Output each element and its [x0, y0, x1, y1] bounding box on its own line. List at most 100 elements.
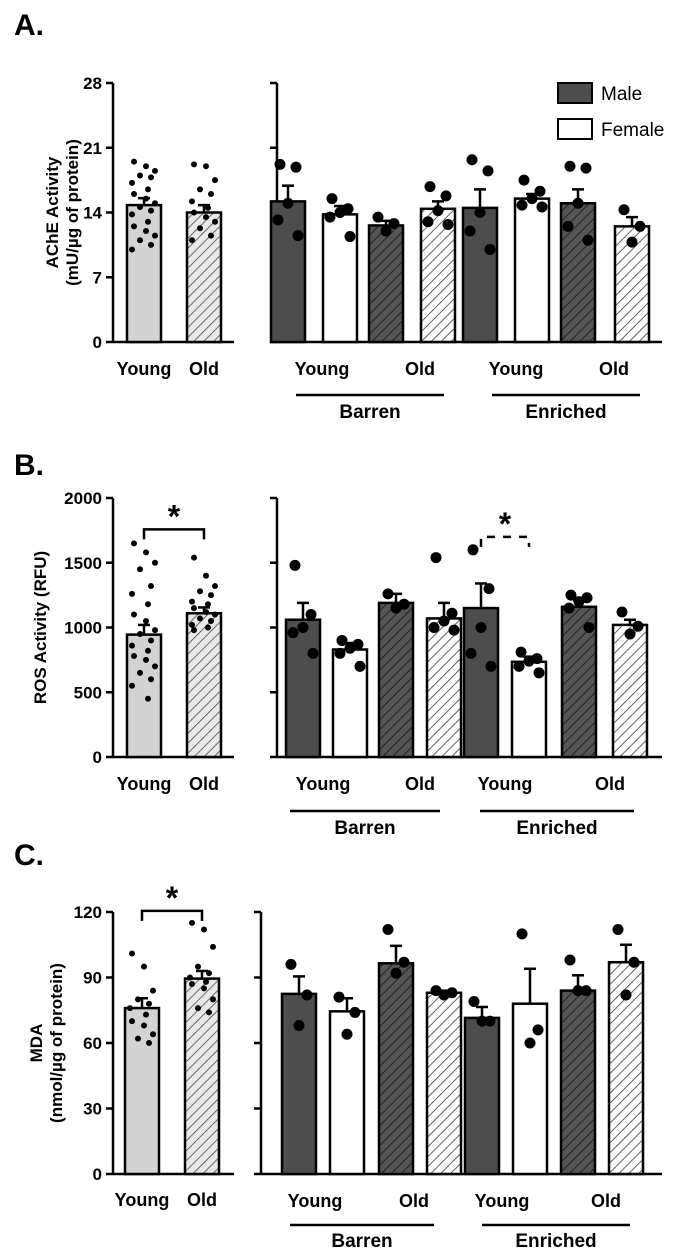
- data-point: [137, 237, 143, 244]
- significance-bracket: [140, 909, 204, 921]
- group-label: Enriched: [525, 402, 606, 423]
- significance-bracket: [142, 528, 206, 540]
- data-point: [430, 552, 442, 564]
- data-point: [632, 620, 644, 632]
- data-point: [624, 628, 636, 640]
- significance-star: *: [499, 506, 512, 542]
- data-point: [135, 996, 141, 1003]
- significance-star: *: [166, 880, 179, 916]
- bar-old: [185, 211, 223, 344]
- data-point: [148, 207, 154, 214]
- data-point: [146, 1040, 152, 1046]
- y-axis-label: MDA: [27, 1024, 46, 1063]
- data-point: [131, 611, 137, 618]
- data-point: [428, 622, 440, 633]
- data-point: [382, 923, 394, 935]
- data-point: [513, 660, 525, 672]
- data-point: [208, 232, 214, 239]
- data-point: [442, 219, 454, 231]
- bar-barren-old-male: [377, 601, 415, 759]
- x-tick-label: Young: [478, 774, 533, 794]
- data-point: [208, 191, 214, 197]
- data-point: [191, 605, 197, 612]
- data-point: [334, 207, 346, 218]
- data-point: [146, 1000, 152, 1007]
- data-point: [536, 201, 548, 213]
- data-point: [534, 185, 546, 197]
- data-point: [201, 926, 207, 933]
- data-point: [475, 622, 487, 633]
- data-point: [137, 203, 143, 210]
- y-tick-label: 1500: [64, 554, 102, 573]
- data-point: [152, 200, 158, 207]
- x-tick-label: Old: [405, 774, 435, 794]
- data-point: [189, 981, 195, 988]
- data-point: [476, 1015, 488, 1027]
- data-point: [424, 181, 436, 193]
- data-point: [143, 1011, 149, 1018]
- data-point: [564, 160, 576, 172]
- legend-label-male: Male: [601, 84, 642, 105]
- x-tick-label: Old: [189, 359, 219, 379]
- data-point: [474, 207, 486, 218]
- data-point: [205, 204, 211, 211]
- data-point: [326, 193, 338, 205]
- data-point: [634, 220, 646, 232]
- data-point: [484, 1015, 496, 1027]
- x-tick-label: Young: [489, 359, 544, 379]
- data-point: [465, 647, 477, 659]
- y-tick-label: 90: [83, 969, 102, 988]
- x-tick-label: Young: [117, 359, 172, 379]
- data-point: [143, 195, 149, 202]
- group-label: Enriched: [516, 818, 597, 839]
- data-point: [152, 663, 158, 670]
- data-point: [197, 588, 203, 595]
- data-point: [212, 218, 218, 225]
- data-point: [583, 622, 595, 633]
- data-point: [208, 592, 214, 599]
- group-label: Barren: [334, 818, 395, 839]
- y-tick-label: 0: [93, 1165, 102, 1184]
- x-tick-label: Young: [475, 1191, 530, 1211]
- data-point: [483, 583, 495, 595]
- data-point: [620, 989, 632, 1001]
- bar-enriched-young-male: [463, 1016, 501, 1176]
- data-point: [532, 1024, 544, 1036]
- data-point: [482, 165, 494, 177]
- bar-old: [185, 612, 223, 759]
- data-point: [349, 1006, 361, 1018]
- data-point: [573, 596, 585, 608]
- data-point: [212, 611, 218, 618]
- data-point: [206, 1009, 212, 1016]
- data-point: [145, 647, 151, 654]
- data-point: [564, 954, 576, 966]
- bar-young: [125, 633, 163, 759]
- data-point: [467, 544, 479, 556]
- data-point: [145, 695, 151, 702]
- data-point: [438, 615, 450, 627]
- data-point: [422, 216, 434, 228]
- data-point: [129, 179, 135, 186]
- data-point: [290, 161, 302, 173]
- data-point: [141, 1022, 147, 1029]
- data-point: [324, 211, 336, 223]
- data-point: [208, 618, 214, 625]
- data-point: [388, 218, 400, 230]
- data-point: [626, 236, 638, 248]
- data-point: [143, 656, 149, 663]
- x-tick-label: Old: [405, 359, 435, 379]
- data-point: [292, 230, 304, 242]
- data-point: [354, 660, 366, 672]
- bar-enriched-old-female: [611, 623, 649, 759]
- bar-old: [183, 977, 221, 1176]
- x-tick-label: Old: [591, 1191, 621, 1211]
- y-tick-label: 7: [93, 268, 102, 287]
- significance-bracket-dashed: [479, 535, 531, 547]
- data-point: [285, 958, 297, 970]
- data-point: [272, 214, 284, 226]
- x-tick-label: Old: [595, 774, 625, 794]
- data-point: [466, 154, 478, 166]
- data-point: [287, 627, 299, 639]
- data-point: [344, 642, 356, 654]
